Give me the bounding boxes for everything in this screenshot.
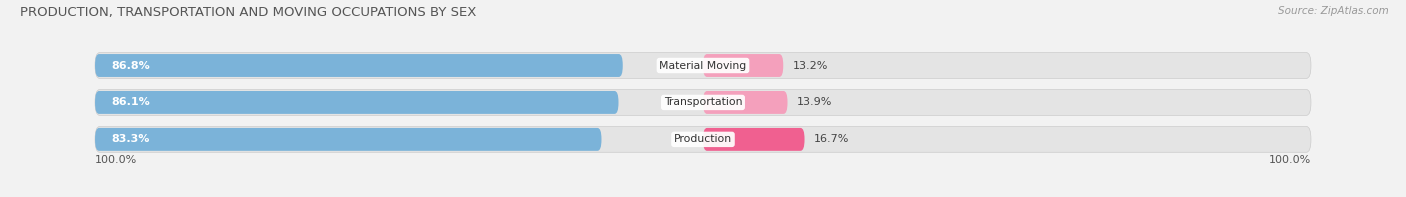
Text: Production: Production — [673, 134, 733, 144]
Text: 100.0%: 100.0% — [1268, 155, 1310, 165]
Text: 13.2%: 13.2% — [793, 60, 828, 71]
FancyBboxPatch shape — [96, 53, 1310, 78]
Text: 16.7%: 16.7% — [814, 134, 849, 144]
Text: 100.0%: 100.0% — [96, 155, 138, 165]
Text: 86.1%: 86.1% — [111, 98, 149, 107]
Text: Material Moving: Material Moving — [659, 60, 747, 71]
FancyBboxPatch shape — [703, 91, 787, 114]
Text: 83.3%: 83.3% — [111, 134, 149, 144]
FancyBboxPatch shape — [96, 89, 1310, 115]
FancyBboxPatch shape — [703, 128, 804, 151]
FancyBboxPatch shape — [703, 54, 783, 77]
Text: PRODUCTION, TRANSPORTATION AND MOVING OCCUPATIONS BY SEX: PRODUCTION, TRANSPORTATION AND MOVING OC… — [20, 6, 477, 19]
Text: Transportation: Transportation — [664, 98, 742, 107]
FancyBboxPatch shape — [96, 126, 1310, 152]
Text: 13.9%: 13.9% — [797, 98, 832, 107]
FancyBboxPatch shape — [96, 54, 623, 77]
Text: Source: ZipAtlas.com: Source: ZipAtlas.com — [1278, 6, 1389, 16]
FancyBboxPatch shape — [96, 91, 619, 114]
Text: 86.8%: 86.8% — [111, 60, 149, 71]
FancyBboxPatch shape — [96, 128, 602, 151]
